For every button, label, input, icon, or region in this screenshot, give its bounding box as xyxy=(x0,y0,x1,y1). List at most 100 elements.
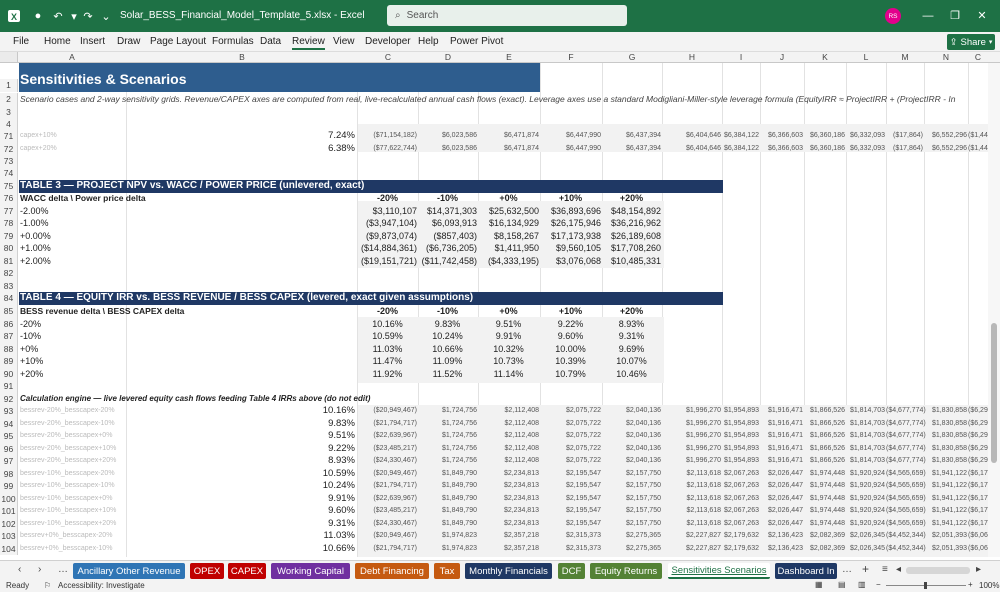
table3-col-header[interactable]: +10% xyxy=(540,192,601,205)
engine-cf-cell[interactable]: $1,916,471 xyxy=(760,418,803,431)
more-tabs-icon[interactable]: … xyxy=(58,564,68,575)
col-header-f[interactable]: F xyxy=(540,52,602,62)
engine-cf-cell[interactable]: $1,996,270 xyxy=(662,430,721,443)
engine-cf-cell[interactable]: $1,916,471 xyxy=(760,405,803,418)
engine-cf-cell[interactable]: $2,357,218 xyxy=(478,543,539,556)
col-header-n[interactable]: N xyxy=(924,52,968,62)
row-header[interactable]: 103 xyxy=(0,530,18,543)
engine-cf-cell[interactable]: $2,040,136 xyxy=(602,405,661,418)
table3-cell[interactable]: ($11,742,458) xyxy=(418,255,477,268)
engine-cf-cell[interactable]: $2,275,365 xyxy=(602,530,661,543)
cf-cell[interactable]: $6,332,093 xyxy=(846,130,885,143)
engine-cf-cell[interactable]: $1,974,823 xyxy=(418,530,477,543)
engine-cf-cell[interactable]: ($21,794,717) xyxy=(358,418,417,431)
normal-view-icon[interactable]: ▦ xyxy=(815,580,823,589)
row-header[interactable]: 86 xyxy=(0,318,18,331)
row-header[interactable]: 78 xyxy=(0,217,18,230)
engine-irr[interactable]: 10.24% xyxy=(230,480,355,493)
engine-cf-cell[interactable]: ($24,330,467) xyxy=(358,455,417,468)
row-header[interactable]: 81 xyxy=(0,255,18,268)
engine-cf-cell[interactable]: $1,724,756 xyxy=(418,443,477,456)
cf-cell[interactable]: $6,360,186 xyxy=(804,130,845,143)
cf-cell[interactable]: $6,404,646 xyxy=(662,130,721,143)
engine-cf-cell[interactable]: $1,849,790 xyxy=(418,505,477,518)
row-header[interactable]: 98 xyxy=(0,468,18,481)
engine-cf-cell[interactable]: ($20,949,467) xyxy=(358,405,417,418)
engine-cf-cell[interactable]: ($6,29 xyxy=(968,430,988,443)
table3-cell[interactable]: $36,893,696 xyxy=(540,205,601,218)
engine-cf-cell[interactable]: $2,075,722 xyxy=(540,418,601,431)
row-header[interactable]: 4 xyxy=(0,118,18,131)
table3-cell[interactable]: ($3,947,104) xyxy=(358,217,417,230)
cf-cell[interactable]: $6,384,122 xyxy=(722,130,759,143)
tab-dashboard[interactable]: Dashboard In xyxy=(775,563,837,579)
col-header-l[interactable]: L xyxy=(846,52,886,62)
row-header[interactable]: 85 xyxy=(0,305,18,318)
cf-cell[interactable]: $6,023,586 xyxy=(418,130,477,143)
engine-cf-cell[interactable]: $2,040,136 xyxy=(602,418,661,431)
engine-cf-cell[interactable]: $2,113,618 xyxy=(662,480,721,493)
engine-cf-cell[interactable]: $2,157,750 xyxy=(602,505,661,518)
engine-cf-cell[interactable]: $2,157,750 xyxy=(602,468,661,481)
cf-cell[interactable]: $6,447,990 xyxy=(540,143,601,156)
engine-irr[interactable]: 9.91% xyxy=(230,493,355,506)
engine-cf-cell[interactable]: $2,195,547 xyxy=(540,518,601,531)
engine-cf-cell[interactable]: $2,179,632 xyxy=(722,543,759,556)
customize-toolbar-icon[interactable]: ⌄ xyxy=(98,8,114,24)
cf-cell[interactable]: ($17,864) xyxy=(886,130,923,143)
table3-cell[interactable]: $16,134,929 xyxy=(478,217,539,230)
engine-cf-cell[interactable]: $1,866,526 xyxy=(804,443,845,456)
row-header[interactable]: 92 xyxy=(0,393,18,406)
table3-cell[interactable]: $36,216,962 xyxy=(602,217,661,230)
engine-cf-cell[interactable]: $2,067,263 xyxy=(722,480,759,493)
table4-cell[interactable]: 10.39% xyxy=(540,355,601,368)
table4-col-header[interactable]: +10% xyxy=(540,305,601,318)
table4-cell[interactable]: 10.24% xyxy=(418,330,477,343)
engine-cf-cell[interactable]: $2,040,136 xyxy=(602,455,661,468)
engine-irr[interactable]: 11.03% xyxy=(230,530,355,543)
vertical-scrollbar[interactable] xyxy=(988,63,1000,557)
engine-cf-cell[interactable]: $2,234,813 xyxy=(478,480,539,493)
maximize-icon[interactable]: ❐ xyxy=(945,8,965,24)
engine-cf-cell[interactable]: $2,075,722 xyxy=(540,455,601,468)
engine-cf-cell[interactable]: ($22,639,967) xyxy=(358,430,417,443)
cf-cell[interactable]: $6,471,874 xyxy=(478,143,539,156)
cf-cell[interactable]: $6,366,603 xyxy=(760,143,803,156)
engine-cf-cell[interactable]: $2,067,263 xyxy=(722,505,759,518)
engine-cf-cell[interactable]: $2,315,373 xyxy=(540,543,601,556)
engine-cf-cell[interactable]: ($6,17 xyxy=(968,468,988,481)
engine-cf-cell[interactable]: $1,830,858 xyxy=(924,405,967,418)
engine-cf-cell[interactable]: $2,040,136 xyxy=(602,430,661,443)
menu-data[interactable]: Data xyxy=(260,36,281,47)
menu-file[interactable]: File xyxy=(13,36,29,47)
menu-help[interactable]: Help xyxy=(418,36,439,47)
table4-cell[interactable]: 10.79% xyxy=(540,368,601,381)
engine-irr[interactable]: 9.83% xyxy=(230,418,355,431)
engine-cf-cell[interactable]: $1,954,893 xyxy=(722,405,759,418)
engine-row-label[interactable]: bessrev-20%_besscapex+0% xyxy=(20,430,112,443)
row-header[interactable]: 88 xyxy=(0,343,18,356)
engine-row-label[interactable]: bessrev-10%_besscapex+10% xyxy=(20,505,116,518)
col-header-k[interactable]: K xyxy=(804,52,846,62)
tab-ancillary-other-revenue[interactable]: Ancillary Other Revenue xyxy=(73,563,185,579)
engine-cf-cell[interactable]: $1,954,893 xyxy=(722,443,759,456)
col-header-g[interactable]: G xyxy=(602,52,662,62)
cf-cell[interactable]: $6,552,296 xyxy=(924,130,967,143)
engine-cf-cell[interactable]: $1,830,858 xyxy=(924,443,967,456)
table3-row-label[interactable]: +1.00% xyxy=(20,242,51,255)
engine-cf-cell[interactable]: ($6,17 xyxy=(968,518,988,531)
engine-cf-cell[interactable]: $1,996,270 xyxy=(662,405,721,418)
table3-cell[interactable]: $1,411,950 xyxy=(478,242,539,255)
engine-cf-cell[interactable]: $2,157,750 xyxy=(602,518,661,531)
engine-cf-cell[interactable]: $1,974,448 xyxy=(804,493,845,506)
engine-cf-cell[interactable]: ($23,485,217) xyxy=(358,505,417,518)
engine-cf-cell[interactable]: $2,157,750 xyxy=(602,493,661,506)
tab-sensitivities-scenarios[interactable]: Sensitivities Scenarios xyxy=(668,563,770,579)
engine-cf-cell[interactable]: $1,724,756 xyxy=(418,405,477,418)
engine-cf-cell[interactable]: $2,136,423 xyxy=(760,543,803,556)
engine-cf-cell[interactable]: ($21,794,717) xyxy=(358,480,417,493)
engine-row-label[interactable]: bessrev+0%_besscapex-10% xyxy=(20,543,112,556)
engine-cf-cell[interactable]: ($6,06 xyxy=(968,530,988,543)
redo-icon[interactable]: ↷ xyxy=(80,8,96,24)
row-header[interactable]: 84 xyxy=(0,292,18,305)
